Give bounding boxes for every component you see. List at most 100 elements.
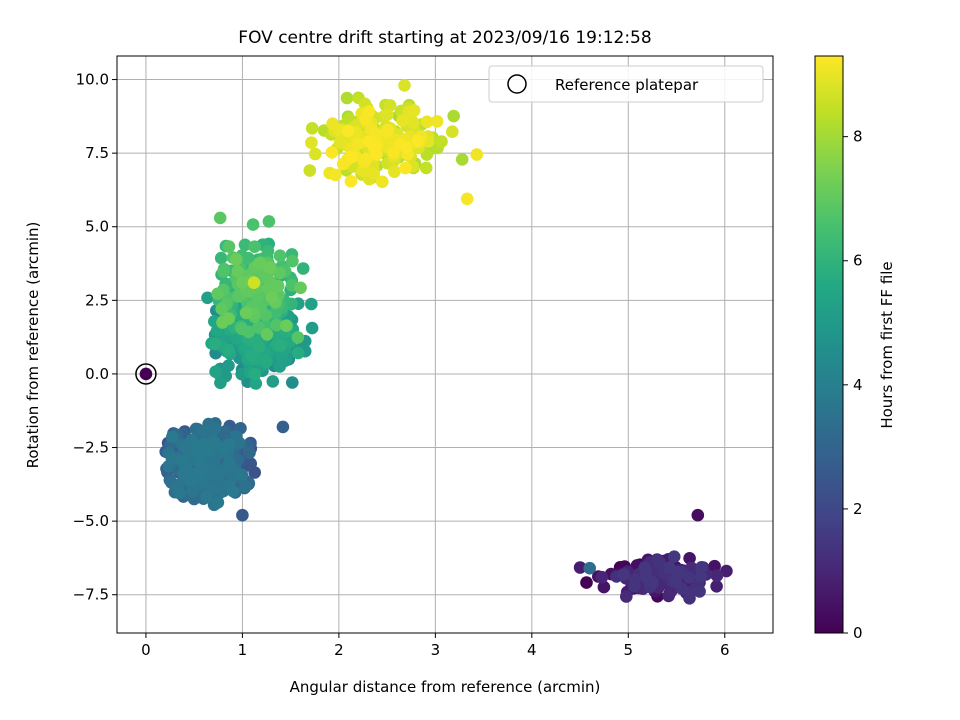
data-point [691, 508, 705, 522]
x-tick-label: 5 [624, 641, 634, 659]
data-point [260, 328, 274, 341]
data-point [238, 238, 252, 252]
data-point [345, 150, 358, 164]
data-point [326, 117, 339, 130]
x-axis-ticks: 0 1 2 3 4 5 6 [141, 633, 730, 659]
data-point [430, 115, 444, 128]
data-point [447, 109, 461, 123]
data-point [262, 215, 276, 228]
data-point [381, 108, 394, 121]
data-point [201, 291, 214, 305]
data-point [286, 376, 299, 389]
legend-label: Reference platepar [555, 76, 699, 94]
data-point [435, 135, 448, 148]
data-point [252, 321, 265, 334]
x-tick-label: 6 [720, 641, 730, 659]
data-point [362, 135, 376, 148]
data-point [399, 140, 413, 154]
data-point [583, 561, 596, 575]
x-tick-label: 0 [141, 641, 151, 659]
data-point [209, 365, 222, 379]
colorbar-tick-label: 6 [853, 252, 863, 270]
data-point [407, 116, 420, 129]
data-point [245, 349, 258, 363]
data-point [208, 421, 222, 435]
data-point [470, 148, 484, 161]
data-point [273, 360, 287, 373]
data-point [308, 147, 322, 161]
data-point [671, 565, 684, 579]
data-point [248, 367, 262, 381]
data-point [252, 257, 266, 270]
y-axis-label: Rotation from reference (arcmin) [24, 222, 42, 469]
data-point [411, 134, 425, 148]
data-point [235, 468, 249, 482]
colorbar-tick-label: 0 [853, 624, 863, 642]
data-point [264, 261, 277, 275]
data-point [200, 490, 213, 504]
data-point [580, 576, 593, 589]
data-point [667, 550, 681, 563]
data-point [259, 355, 273, 369]
data-point [376, 175, 389, 189]
data-points [135, 79, 733, 605]
colorbar-label: Hours from first FF file [878, 261, 896, 428]
data-point [388, 165, 401, 178]
legend-marker-ref-icon [507, 74, 527, 94]
y-tick-label: 2.5 [85, 291, 109, 309]
chart-title: FOV centre drift starting at 2023/09/16 … [238, 28, 651, 48]
data-point [710, 580, 723, 593]
data-point [694, 570, 708, 583]
data-point [381, 123, 395, 137]
data-point [291, 331, 305, 344]
y-tick-label: 5.0 [85, 218, 109, 236]
colorbar-tick-label: 2 [853, 500, 863, 518]
data-point [710, 569, 724, 582]
data-point [407, 104, 421, 117]
colorbar-ticks: 0 2 4 6 8 [843, 128, 863, 642]
data-point [211, 496, 225, 509]
data-point [708, 559, 721, 573]
data-point [628, 580, 641, 593]
y-axis-ticks: −7.5 −5.0 −2.5 0.0 2.5 5.0 7.5 10.0 [73, 71, 117, 604]
data-point [214, 251, 228, 265]
data-point [351, 137, 365, 150]
data-point [362, 105, 376, 118]
data-point [222, 312, 235, 325]
data-point [296, 262, 310, 275]
data-point [419, 161, 433, 175]
reference-point [139, 367, 153, 381]
data-point [398, 79, 411, 92]
data-point [294, 281, 307, 295]
data-point [420, 115, 434, 129]
data-point [274, 339, 288, 353]
data-point [720, 564, 733, 578]
data-point [270, 318, 283, 332]
reference-ring-icon [135, 363, 157, 385]
data-point [239, 306, 253, 320]
data-point [399, 161, 412, 175]
data-point [693, 585, 706, 598]
data-point [247, 276, 261, 290]
data-point [617, 568, 630, 581]
x-tick-label: 2 [334, 641, 344, 659]
data-point [211, 287, 224, 301]
data-point [208, 337, 222, 351]
data-point [242, 325, 255, 339]
colorbar-tick-label: 4 [853, 376, 863, 394]
data-point [212, 467, 226, 481]
data-point [305, 122, 319, 135]
x-tick-label: 1 [238, 641, 248, 659]
data-point [226, 484, 240, 498]
data-point [202, 444, 216, 457]
data-point [166, 430, 179, 444]
colorbar-gradient [814, 55, 844, 634]
data-point [455, 153, 469, 166]
data-point [218, 441, 231, 454]
data-point [303, 164, 317, 177]
data-point [222, 343, 235, 357]
data-point [344, 175, 358, 188]
data-point [176, 455, 190, 468]
data-point [197, 425, 210, 439]
data-point [243, 446, 256, 460]
